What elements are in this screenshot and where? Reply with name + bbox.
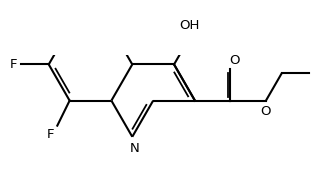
Text: F: F — [50, 0, 58, 1]
Text: O: O — [229, 54, 240, 67]
Text: N: N — [129, 142, 139, 155]
Text: F: F — [10, 58, 17, 71]
Text: F: F — [46, 128, 54, 141]
Text: O: O — [261, 105, 271, 118]
Text: OH: OH — [180, 19, 200, 32]
